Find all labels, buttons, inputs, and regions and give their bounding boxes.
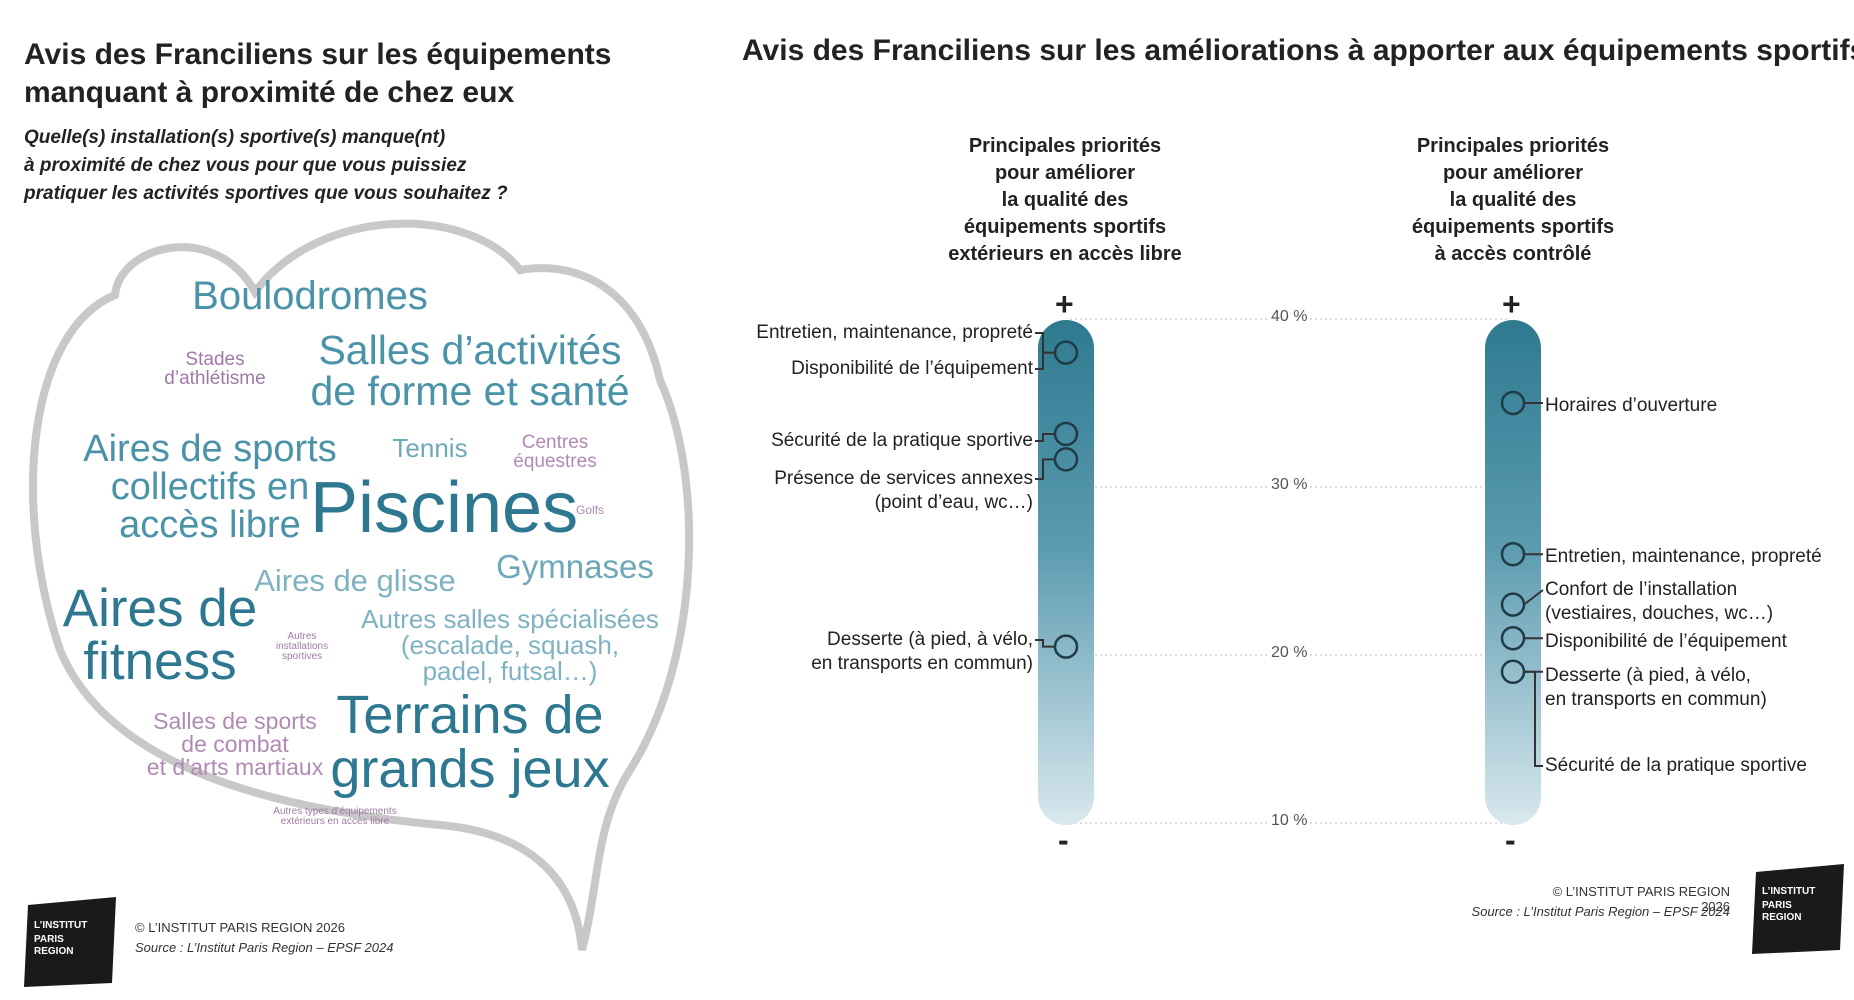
word-aires-sports-collectifs: Aires de sports collectifs en accès libr… — [83, 428, 337, 546]
series-1-label-1: Disponibilité de l’équipement — [791, 358, 1033, 379]
right-source: Source : L’Institut Paris Region – EPSF … — [1471, 904, 1730, 919]
left-title: Avis des Franciliens sur les équipements… — [24, 38, 612, 109]
left-source: Source : L’Institut Paris Region – EPSF … — [135, 940, 394, 955]
series-2-label-5: Sécurité de la pratique sportive — [1545, 755, 1807, 776]
series-1-marker-3 — [1053, 447, 1079, 472]
right-logo — [1752, 864, 1844, 954]
word-aires-glisse: Aires de glisse — [254, 563, 456, 598]
left-copyright: © L’INSTITUT PARIS REGION 2026 — [135, 920, 345, 935]
tick-label-20: 20 % — [1268, 644, 1311, 662]
word-gymnases: Gymnases — [496, 548, 654, 585]
series-2-label-1: Entretien, maintenance, propreté — [1545, 546, 1822, 567]
right-logo-line-3: REGION — [1762, 912, 1802, 923]
left-question: Quelle(s) installation(s) sportive(s) ma… — [24, 127, 508, 204]
word-centres-equestres: Centres équestres — [513, 432, 597, 472]
series-1-marker-2 — [1053, 421, 1079, 447]
series-2-label-0: Horaires d’ouverture — [1545, 395, 1718, 416]
word-boulodromes: Boulodromes — [192, 274, 428, 318]
tick-label-40: 40 % — [1268, 308, 1311, 326]
series-1-bar — [1038, 320, 1094, 825]
series-2-minus: - — [1505, 822, 1516, 858]
word-stades-athletisme: Stades d’athlétisme — [164, 349, 266, 389]
right-logo-line-1: L’INSTITUT — [1762, 886, 1816, 897]
word-autres-equipements-exterieurs: Autres types d’équipements extérieurs en… — [273, 806, 397, 827]
series-1-marker-4 — [1053, 634, 1079, 659]
series-2-plus: + — [1502, 286, 1521, 322]
word-terrains-grands-jeux: Terrains de grands jeux — [330, 685, 610, 799]
series-1-heading: Principales priorités pour améliorer la … — [948, 135, 1182, 265]
series-2-marker-1 — [1500, 541, 1526, 567]
series-2-label-2: Confort de l’installation (vestiaires, d… — [1545, 579, 1774, 624]
word-autres-salles-specialisees: Autres salles spécialisées (escalade, sq… — [361, 604, 659, 686]
left-logo-line-3: REGION — [34, 946, 74, 957]
right-title: Avis des Franciliens sur les amélioratio… — [742, 34, 1854, 67]
series-2-connector-2 — [1523, 589, 1544, 606]
series-2-marker-2 — [1500, 592, 1526, 617]
series-1-plus: + — [1055, 286, 1074, 322]
series-1-minus: - — [1058, 822, 1069, 858]
left-logo-line-1: L’INSTITUT — [34, 920, 88, 931]
tick-label-10: 10 % — [1268, 812, 1311, 830]
series-2-connector-5 — [1524, 670, 1543, 767]
series-2-label-4: Desserte (à pied, à vélo, en transports … — [1545, 665, 1767, 710]
series-2-marker-4 — [1500, 659, 1526, 685]
left-logo — [24, 897, 116, 987]
tick-label-30: 30 % — [1268, 476, 1311, 494]
series-1-label-0: Entretien, maintenance, propreté — [756, 322, 1033, 343]
series-1-connector-2 — [1035, 432, 1055, 442]
series-1-label-3: Présence de services annexes (point d’ea… — [774, 468, 1033, 513]
word-salles-forme-sante: Salles d’activités de forme et santé — [310, 327, 630, 414]
series-1-label-2: Sécurité de la pratique sportive — [771, 430, 1033, 451]
series-2-marker-3 — [1500, 625, 1526, 651]
series-1-connector-3 — [1035, 458, 1055, 480]
series-1-marker-0 — [1053, 340, 1079, 365]
word-tennis: Tennis — [392, 433, 468, 463]
series-1-connector-1 — [1035, 351, 1055, 370]
series-1-connector-4 — [1035, 639, 1055, 648]
series-2-marker-0 — [1500, 390, 1526, 416]
word-aires-fitness: Aires de fitness — [62, 579, 258, 691]
series-2-heading: Principales priorités pour améliorer la … — [1411, 135, 1615, 265]
word-piscines: Piscines — [310, 468, 579, 548]
word-autres-installations: Autres installations sportives — [275, 631, 329, 662]
speech-bubble-outline — [29, 219, 694, 951]
series-2-bar — [1485, 320, 1541, 825]
right-copyright: © L’INSTITUT PARIS REGION 2026 — [1552, 884, 1730, 914]
series-2-label-3: Disponibilité de l’équipement — [1545, 631, 1787, 652]
word-salles-combat: Salles de sports de combat et d’arts mar… — [146, 708, 324, 780]
right-logo-line-2: PARIS — [1762, 900, 1792, 911]
word-golfs: Golfs — [575, 503, 604, 517]
series-1-label-4: Desserte (à pied, à vélo, en transports … — [811, 629, 1033, 674]
speech-bubble — [29, 219, 694, 951]
left-logo-line-2: PARIS — [34, 934, 64, 945]
